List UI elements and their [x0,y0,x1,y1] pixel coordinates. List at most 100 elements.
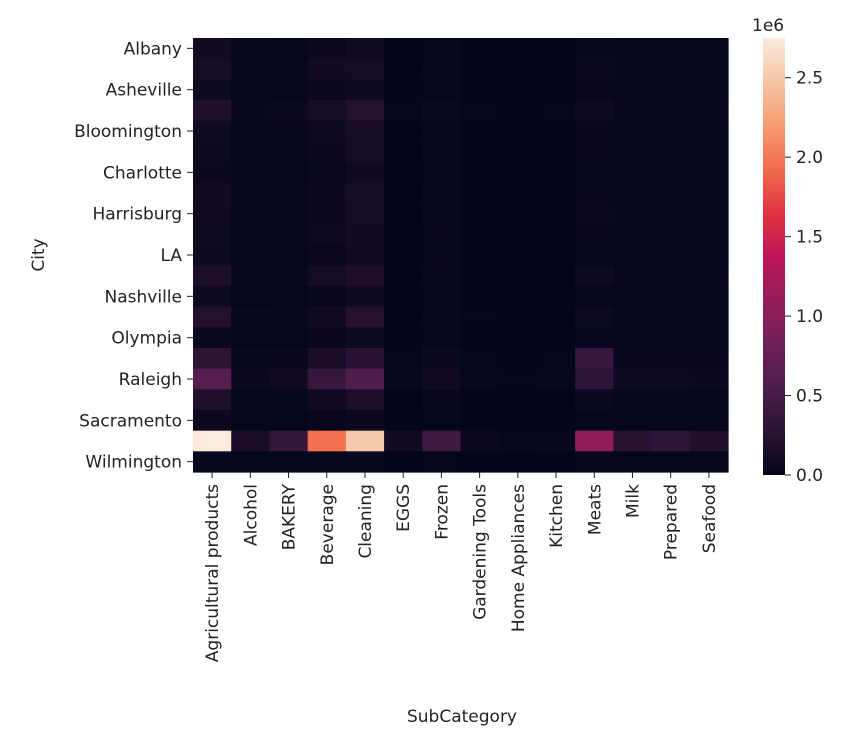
heatmap-cell [575,389,614,411]
heatmap-cell [307,203,347,225]
heatmap-cell [613,79,653,101]
heatmap-cell [269,327,309,349]
heatmap-cell [231,162,271,184]
heatmap-cell [307,162,347,184]
heatmap-cell [345,389,385,411]
heatmap-cell [575,58,614,80]
heatmap-cell [460,100,500,122]
heatmap-cell [231,327,271,349]
heatmap-cell [498,368,538,390]
heatmap-cell [422,389,462,411]
heatmap-cell [307,224,347,246]
heatmap-cell [651,265,691,287]
heatmap-cell [422,244,462,266]
heatmap-cell [536,389,576,411]
heatmap-cell [575,203,614,225]
heatmap-cell [269,451,309,473]
heatmap-cell [536,162,576,184]
heatmap-cell [193,306,232,328]
heatmap-cell [460,224,500,246]
heatmap-cell [498,244,538,266]
heatmap-cells [193,38,729,473]
heatmap-cell [384,348,423,370]
heatmap-cell [498,203,538,225]
heatmap-cell [536,368,576,390]
heatmap-cell [307,100,347,122]
y-tick-label: Olympia [111,329,182,349]
heatmap-cell [422,410,462,432]
x-tick-label: Meats [585,484,605,535]
heatmap-cell [460,58,500,80]
heatmap-cell [384,451,423,473]
heatmap-cell [193,389,232,411]
heatmap-cell [536,451,576,473]
heatmap-cell [575,286,614,308]
heatmap-cell [345,224,385,246]
heatmap-cell [345,244,385,266]
heatmap-cell [193,162,232,184]
heatmap-cell [536,327,576,349]
heatmap-cell [498,430,538,452]
heatmap-cell [307,120,347,142]
heatmap-cell [193,100,232,122]
heatmap-cell [269,203,309,225]
heatmap-cell [460,162,500,184]
heatmap-cell [613,327,653,349]
heatmap-cell [651,410,691,432]
heatmap-cell [384,430,423,452]
heatmap-cell [498,327,538,349]
heatmap-cell [536,265,576,287]
colorbar-tick-label: 2.0 [796,148,823,168]
heatmap-cell [307,368,347,390]
colorbar-tick-label: 1.0 [796,307,823,327]
heatmap-cell [231,286,271,308]
heatmap-cell [575,410,614,432]
heatmap-cell [575,182,614,204]
heatmap-cell [536,224,576,246]
heatmap-cell [651,162,691,184]
colorbar-gradient [763,38,785,475]
heatmap-cell [460,368,500,390]
heatmap-cell [575,141,614,163]
heatmap-cell [651,451,691,473]
heatmap-cell [269,410,309,432]
heatmap-cell [193,265,232,287]
heatmap-cell [613,141,653,163]
heatmap-cell [651,430,691,452]
heatmap-cell [536,410,576,432]
heatmap-cell [613,368,653,390]
heatmap-cell [384,306,423,328]
heatmap-cell [575,306,614,328]
heatmap-cell [575,100,614,122]
heatmap-cell [613,286,653,308]
heatmap-cell [345,79,385,101]
heatmap-cell [651,306,691,328]
heatmap-cell [498,389,538,411]
heatmap-cell [231,182,271,204]
heatmap-cell [613,203,653,225]
heatmap-cell [575,368,614,390]
y-tick-label: Wilmington [85,453,182,473]
heatmap-cell [575,162,614,184]
y-tick-label: Bloomington [74,122,182,142]
heatmap-cell [498,141,538,163]
heatmap-cell [193,244,232,266]
x-tick-label: Milk [623,484,643,518]
heatmap-cell [460,182,500,204]
heatmap-cell [536,182,576,204]
heatmap-cell [307,141,347,163]
heatmap-cell [422,38,462,60]
heatmap-cell [689,451,729,473]
x-tick-label: Seafood [700,484,720,553]
heatmap-cell [345,141,385,163]
heatmap-cell [193,286,232,308]
heatmap-cell [345,38,385,60]
heatmap-cell [689,141,729,163]
heatmap-cell [345,58,385,80]
heatmap-cell [613,100,653,122]
heatmap-cell [689,79,729,101]
x-tick-label: Alcohol [241,484,261,546]
heatmap-cell [422,306,462,328]
heatmap-cell [575,430,614,452]
heatmap-cell [307,286,347,308]
